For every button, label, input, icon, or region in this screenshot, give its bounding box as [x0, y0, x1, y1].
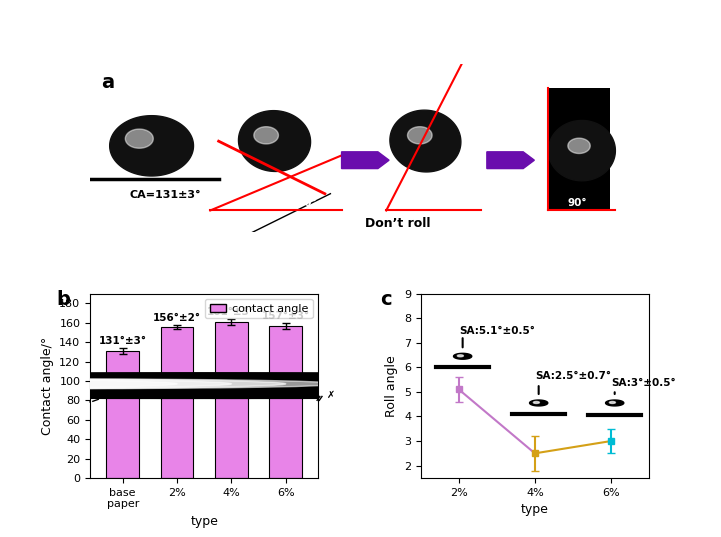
Circle shape — [0, 379, 177, 389]
FancyArrow shape — [487, 152, 534, 169]
Polygon shape — [407, 127, 432, 144]
Polygon shape — [606, 400, 624, 406]
Text: 156°±2°: 156°±2° — [153, 313, 201, 323]
Y-axis label: Roll angle: Roll angle — [386, 355, 399, 417]
Text: SA:3°±0.5°: SA:3°±0.5° — [611, 379, 676, 388]
Polygon shape — [239, 111, 311, 171]
Text: a: a — [101, 73, 115, 92]
X-axis label: type: type — [521, 503, 549, 516]
Bar — [215, 322, 247, 478]
Bar — [548, 89, 610, 211]
Bar — [270, 325, 302, 478]
Text: 60°: 60° — [417, 198, 437, 208]
Text: 90°: 90° — [568, 198, 588, 208]
Circle shape — [0, 373, 721, 398]
Polygon shape — [454, 353, 472, 359]
Legend: contact angle: contact angle — [205, 299, 313, 318]
Text: CA=131±3°: CA=131±3° — [129, 191, 201, 200]
Bar — [161, 326, 193, 478]
Text: b: b — [56, 290, 70, 309]
Polygon shape — [534, 402, 539, 403]
X-axis label: type: type — [190, 515, 218, 528]
Text: Don’t roll: Don’t roll — [365, 217, 430, 230]
Text: c: c — [380, 290, 392, 309]
Text: ✗: ✗ — [327, 390, 335, 401]
Polygon shape — [549, 120, 616, 181]
Text: 161°±3°: 161°±3° — [208, 307, 255, 317]
Circle shape — [0, 373, 721, 398]
Polygon shape — [125, 129, 154, 148]
Circle shape — [0, 373, 721, 398]
FancyArrow shape — [342, 152, 389, 169]
Circle shape — [0, 379, 340, 389]
Polygon shape — [110, 115, 193, 176]
Polygon shape — [254, 127, 278, 144]
Polygon shape — [457, 355, 464, 357]
Circle shape — [0, 373, 721, 398]
Text: 131°±3°: 131°±3° — [99, 336, 146, 346]
Circle shape — [0, 379, 231, 389]
Circle shape — [0, 379, 286, 389]
Text: SA:5.1°±0.5°: SA:5.1°±0.5° — [459, 325, 535, 336]
Bar — [107, 351, 139, 478]
Text: SA:2.5°±0.7°: SA:2.5°±0.7° — [535, 371, 611, 381]
Polygon shape — [568, 138, 590, 154]
Polygon shape — [609, 402, 616, 403]
Polygon shape — [390, 110, 461, 172]
Polygon shape — [529, 400, 548, 406]
Text: 30°: 30° — [297, 198, 317, 208]
Text: 157°±3°: 157°±3° — [262, 311, 310, 321]
Y-axis label: Contact angle/°: Contact angle/° — [40, 337, 54, 435]
